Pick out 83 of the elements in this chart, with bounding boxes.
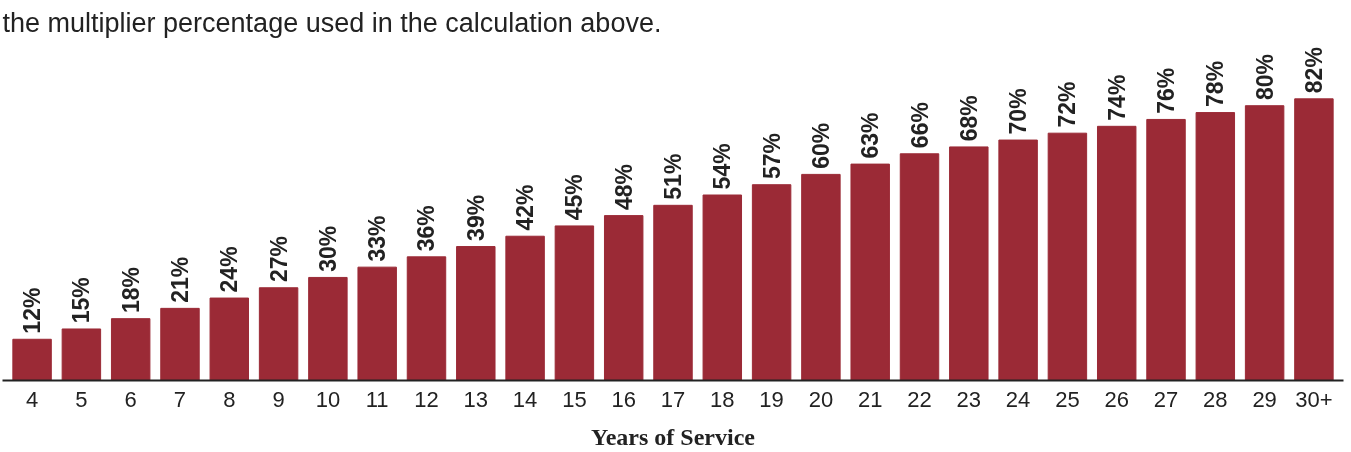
bar — [949, 146, 989, 381]
data-label: 63% — [857, 112, 884, 159]
x-tick-label: 30+ — [1295, 386, 1333, 412]
data-label: 27% — [265, 236, 292, 283]
bar — [998, 139, 1038, 381]
data-label: 54% — [709, 143, 736, 190]
x-tick-label: 23 — [956, 386, 982, 412]
text: the multiplier percentage used in the calculation above. — [2, 7, 662, 38]
data-label: 39% — [462, 194, 489, 241]
bar — [603, 215, 644, 381]
x-tick-label: 7 — [173, 386, 187, 412]
data-label: 18% — [117, 266, 144, 314]
bar — [160, 307, 200, 381]
x-tick-label: 6 — [124, 386, 137, 412]
bar — [505, 235, 545, 381]
bar — [308, 276, 348, 381]
x-tick-label: 13 — [463, 386, 489, 412]
x-tick-label: 14 — [512, 386, 538, 412]
bar — [357, 266, 397, 381]
bar — [1244, 105, 1285, 381]
x-tick-label: 19 — [759, 386, 784, 412]
x-tick-label: 10 — [315, 386, 341, 412]
data-label: 82% — [1300, 47, 1327, 94]
data-label: 51% — [660, 153, 686, 200]
bar — [258, 287, 299, 381]
x-tick-label: 12 — [414, 386, 439, 412]
x-tick-label: 29 — [1252, 386, 1277, 412]
data-label: 48% — [610, 163, 637, 210]
x-tick-label: 26 — [1104, 386, 1129, 412]
bar — [751, 184, 792, 381]
data-label: 72% — [1054, 81, 1081, 128]
x-tick-label: 22 — [907, 386, 932, 412]
bar — [554, 225, 595, 381]
bar — [1096, 125, 1137, 381]
data-label: 45% — [561, 174, 588, 221]
bar — [209, 297, 250, 381]
data-label: 36% — [413, 205, 440, 252]
data-label: 74% — [1103, 74, 1130, 121]
bar — [1294, 98, 1334, 381]
bar — [1047, 132, 1088, 381]
data-label: 78% — [1202, 60, 1229, 107]
data-label: 76% — [1153, 67, 1180, 114]
data-label: 21% — [166, 256, 193, 303]
data-label: 60% — [807, 122, 834, 169]
x-tick-label: 24 — [1005, 386, 1031, 412]
bar — [850, 163, 890, 381]
bar — [61, 328, 102, 381]
x-tick-label: 18 — [710, 386, 735, 412]
data-label: 70% — [1005, 88, 1032, 135]
x-tick-label: 25 — [1055, 386, 1080, 412]
bar — [899, 153, 940, 381]
bar — [1146, 118, 1186, 381]
x-axis-title: Years of Service — [591, 423, 756, 450]
data-label: 12% — [19, 287, 46, 334]
x-tick-label: 11 — [365, 386, 389, 412]
x-tick-label: 20 — [808, 386, 834, 412]
data-label: 66% — [906, 102, 933, 149]
bar — [406, 256, 447, 381]
data-label: 68% — [955, 95, 982, 142]
data-label: 30% — [314, 225, 341, 272]
x-tick-label: 27 — [1153, 386, 1179, 412]
data-label: 33% — [364, 215, 391, 262]
bar — [1195, 112, 1236, 381]
bar — [12, 338, 52, 381]
x-tick-label: 4 — [25, 386, 39, 412]
x-tick-label: 15 — [562, 386, 587, 412]
data-label: 80% — [1251, 54, 1278, 101]
data-label: 15% — [68, 277, 95, 324]
bar — [456, 246, 496, 381]
x-tick-label: 9 — [272, 386, 285, 412]
data-label: 57% — [758, 133, 785, 180]
bar — [653, 204, 693, 381]
x-tick-label: 8 — [223, 386, 236, 412]
x-tick-label: 28 — [1203, 386, 1228, 412]
x-tick-label: 17 — [660, 386, 686, 412]
x-tick-label: 5 — [75, 386, 88, 412]
data-label: 24% — [216, 246, 243, 293]
data-label: 42% — [512, 184, 539, 231]
bar — [801, 173, 841, 381]
x-tick-label: 16 — [611, 386, 636, 412]
bar — [702, 194, 743, 381]
x-tick-label: 21 — [857, 386, 883, 412]
bar — [110, 318, 151, 381]
